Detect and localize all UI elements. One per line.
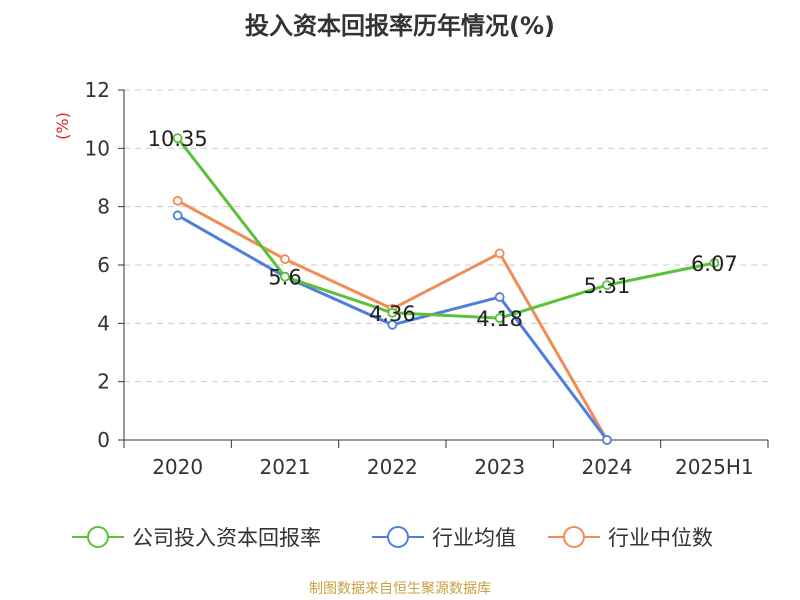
data-label: 6.07	[691, 252, 738, 276]
data-point	[494, 313, 505, 323]
source-note: 制图数据来自恒生聚源数据库	[309, 581, 491, 597]
chart-title: 投入资本回报率历年情况(%)	[245, 12, 555, 40]
data-point	[280, 254, 290, 265]
data-point	[494, 292, 505, 302]
y-tick-label: 8	[97, 195, 110, 219]
x-tick-label: 2024	[582, 455, 633, 479]
x-tick-label: 2025H1	[675, 455, 754, 479]
x-tick-label: 2023	[474, 455, 525, 479]
y-tick-label: 4	[97, 311, 110, 335]
legend: 公司投入资本回报率 行业均值 行业中位数	[72, 526, 713, 550]
legend-marker	[563, 526, 585, 548]
y-tick-label: 10	[85, 136, 110, 160]
grid-lines	[124, 89, 768, 383]
x-tick-label: 2020	[152, 455, 203, 479]
legend-marker	[87, 526, 109, 548]
data-label: 5.6	[268, 266, 301, 290]
legend-label: 公司投入资本回报率	[132, 526, 321, 550]
y-tick-label: 6	[97, 253, 110, 277]
legend-label: 行业均值	[432, 526, 516, 550]
series-lines	[172, 133, 720, 445]
legend-label: 行业中位数	[608, 526, 713, 550]
data-point	[172, 210, 183, 221]
data-point	[387, 307, 398, 318]
legend-marker	[387, 526, 409, 548]
data-label: 4.36	[369, 302, 416, 326]
data-labels: 10.35 5.6 4.36 4.18 5.31 6.07	[148, 127, 738, 331]
x-tick-label: 2021	[260, 455, 311, 479]
data-point	[172, 133, 183, 144]
data-label: 5.31	[584, 274, 631, 298]
y-tick-label: 12	[85, 78, 110, 102]
y-axis-label: (%)	[53, 112, 72, 140]
data-point	[494, 248, 505, 259]
data-label: 10.35	[148, 127, 208, 151]
data-label: 4.18	[476, 307, 523, 331]
data-point	[280, 271, 290, 282]
x-tick-label: 2022	[367, 455, 418, 479]
data-point	[387, 319, 398, 330]
axes: 0 2 4 6 8 10 12 2020 2021 2022 2023 2024 2025H1 (%)	[53, 78, 769, 479]
data-point	[709, 258, 720, 268]
data-point	[172, 195, 183, 206]
data-point	[602, 435, 612, 445]
data-point	[602, 280, 612, 291]
y-tick-label: 2	[97, 370, 110, 394]
series-line	[176, 137, 715, 320]
y-tick-label: 0	[97, 428, 110, 452]
